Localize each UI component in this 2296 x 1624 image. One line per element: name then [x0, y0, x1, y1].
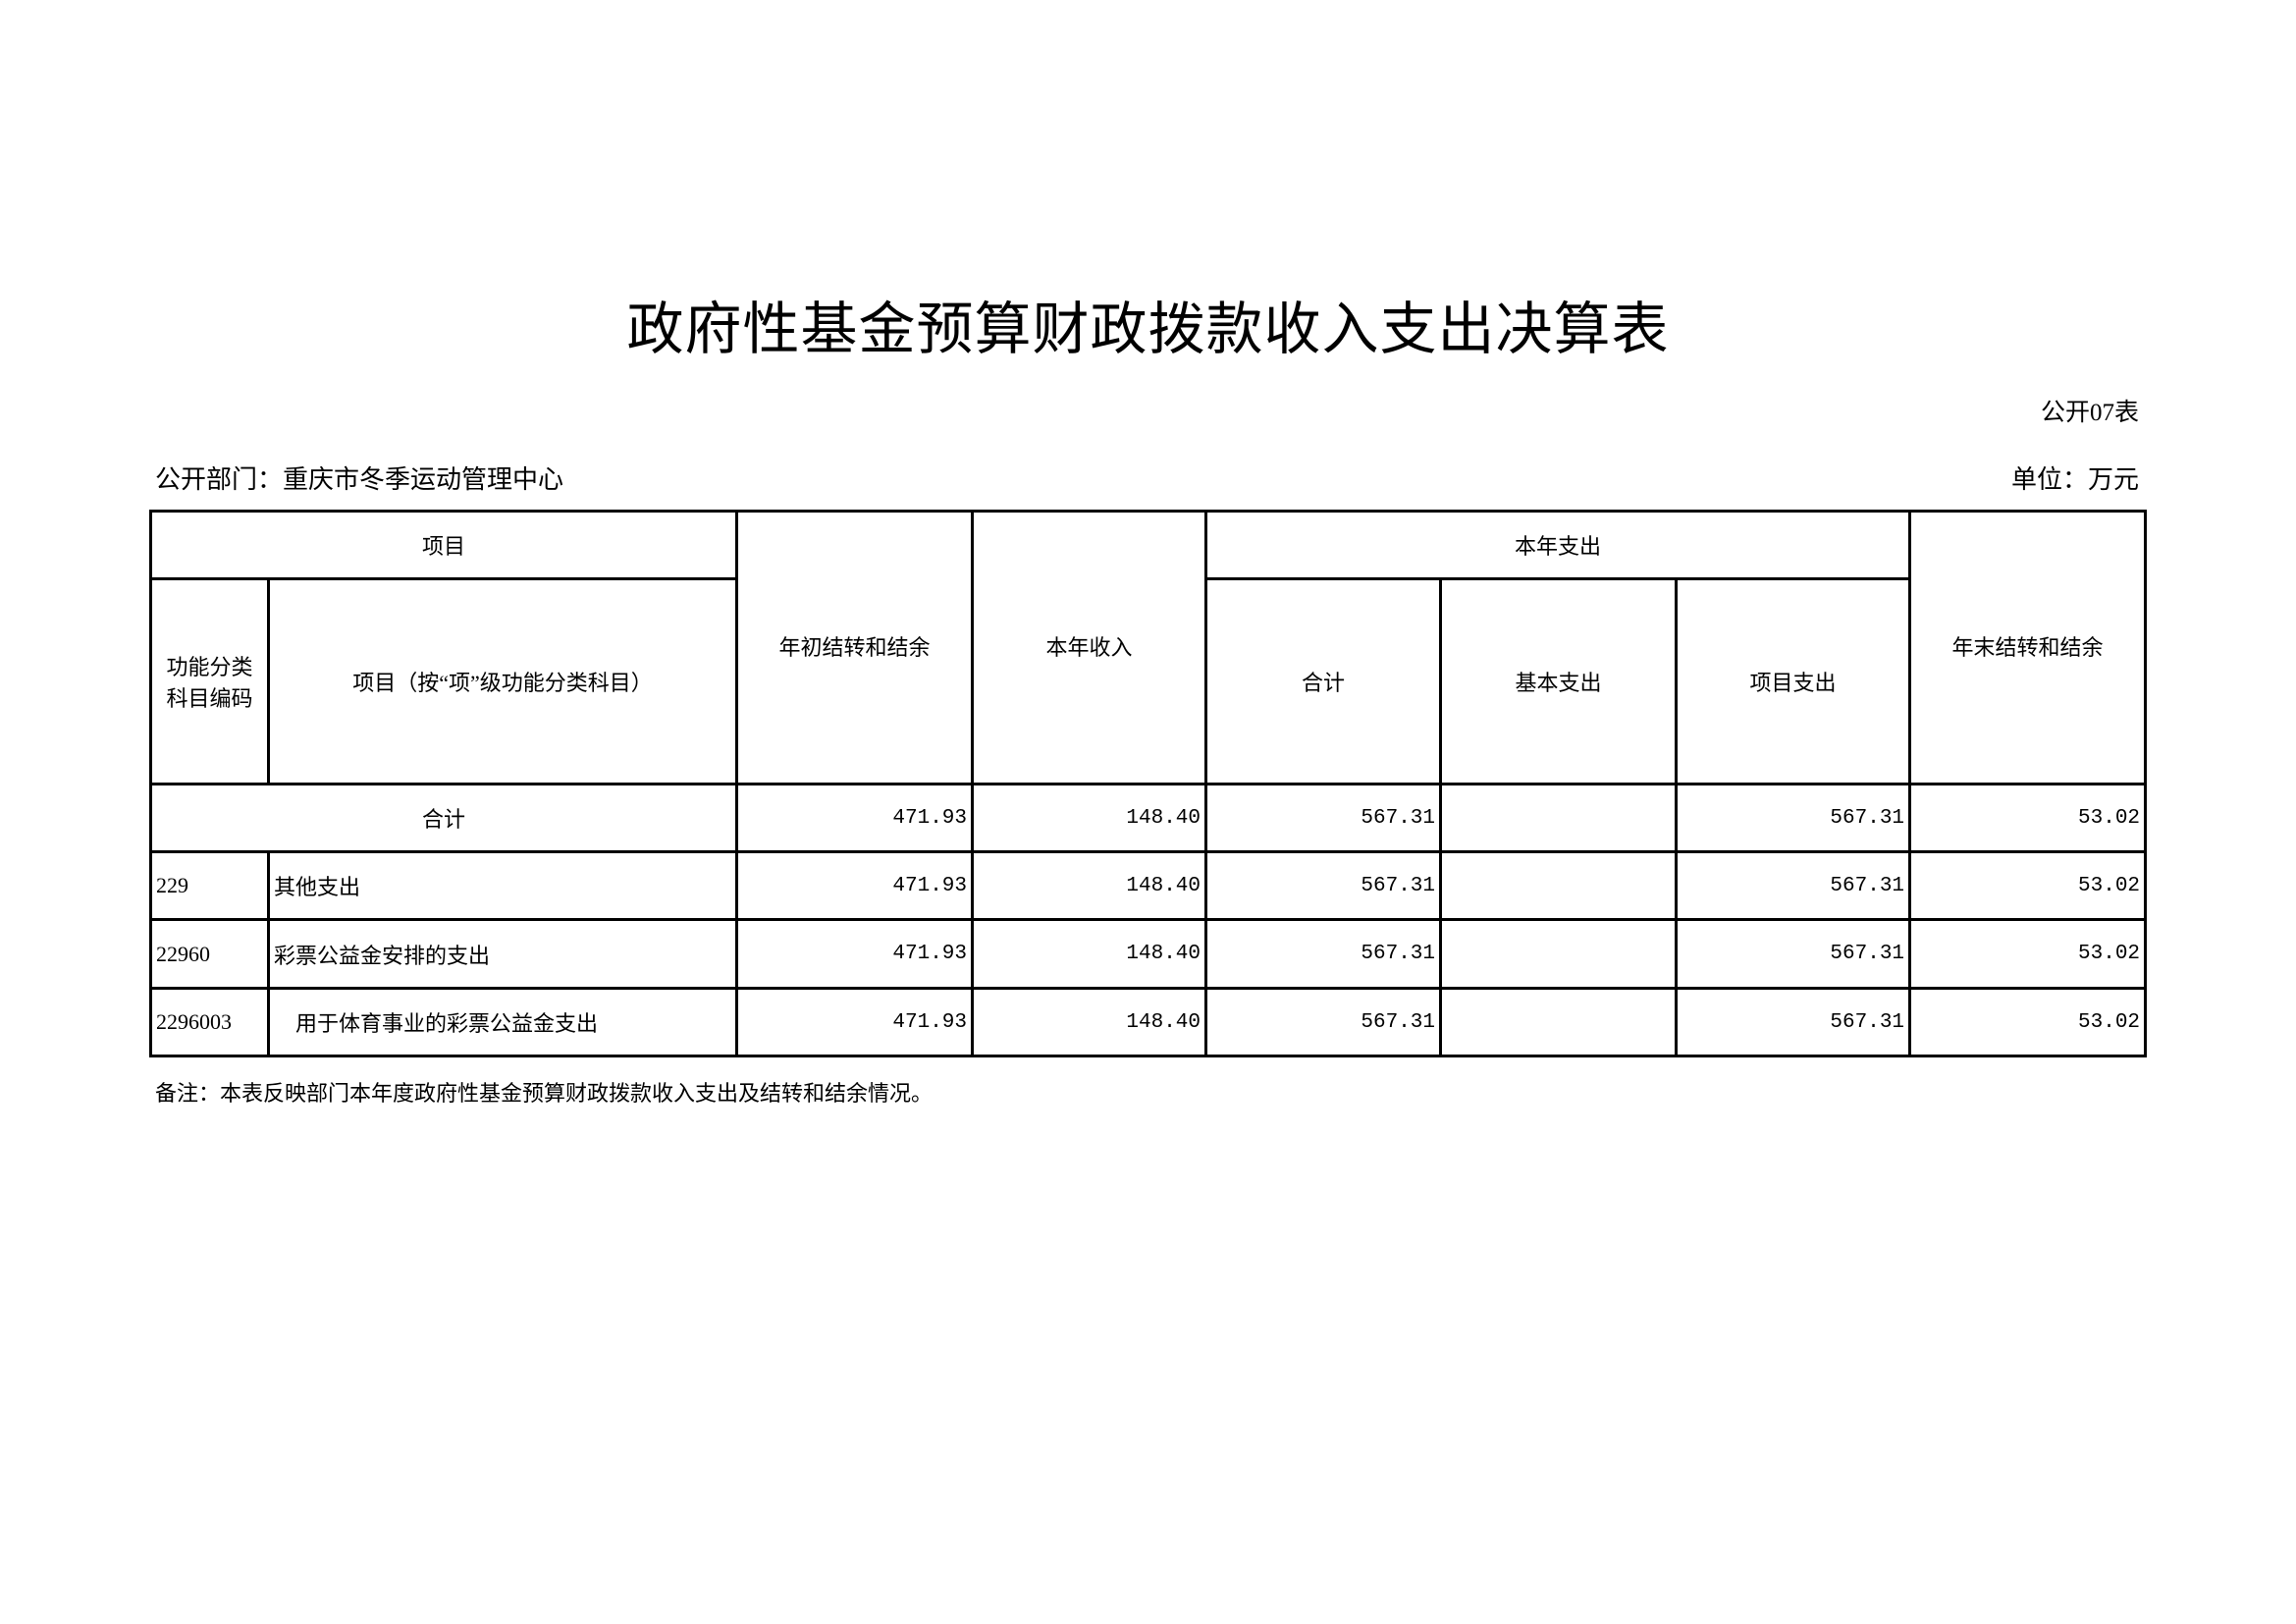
header-item: 项目	[148, 510, 739, 580]
cell-exp-project: 567.31	[1675, 783, 1912, 853]
total-row: 合计 471.93 148.40 567.31 567.31 53.02	[148, 783, 2148, 853]
header-name: 项目（按“项”级功能分类科目）	[266, 577, 739, 785]
cell-code: 2296003	[149, 987, 270, 1057]
cell-exp-total: 567.31	[1204, 850, 1443, 921]
cell-opening: 471.93	[735, 987, 975, 1057]
header-opening-balance: 年初结转和结余	[735, 510, 975, 785]
header-expenditure: 本年支出	[1204, 510, 1912, 580]
footnote: 备注：本表反映部门本年度政府性基金预算财政拨款收入支出及结转和结余情况。	[155, 1081, 934, 1106]
cell-exp-project: 567.31	[1675, 918, 1912, 990]
cell-exp-project: 567.31	[1675, 850, 1912, 921]
total-label: 合计	[148, 783, 739, 853]
cell-opening: 471.93	[735, 918, 975, 990]
header-income: 本年收入	[971, 510, 1208, 785]
table-row: 229 其他支出 471.93 148.40 567.31 567.31 53.…	[149, 850, 2148, 921]
header-code: 功能分类科目编码	[149, 577, 270, 785]
unit-label: 单位：万元	[2010, 465, 2139, 494]
cell-exp-total: 567.31	[1204, 783, 1443, 853]
cell-code: 229	[149, 850, 270, 921]
cell-exp-total: 567.31	[1204, 918, 1443, 990]
budget-table: 项目 年初结转和结余 本年收入 本年支出 年末结转和结余 功能分类科目编码 项目…	[148, 510, 2148, 1057]
cell-closing: 53.02	[1908, 783, 2148, 853]
header-exp-total: 合计	[1204, 577, 1443, 785]
page-title: 政府性基金预算财政拨款收入支出决算表	[626, 296, 1670, 362]
cell-opening: 471.93	[735, 783, 975, 853]
header-closing-balance: 年末结转和结余	[1908, 510, 2148, 785]
cell-closing: 53.02	[1908, 987, 2148, 1057]
cell-income: 148.40	[971, 918, 1208, 990]
cell-exp-project: 567.31	[1675, 987, 1912, 1057]
cell-income: 148.40	[971, 850, 1208, 921]
cell-exp-total: 567.31	[1204, 987, 1443, 1057]
table-row: 22960 彩票公益金安排的支出 471.93 148.40 567.31 56…	[149, 918, 2148, 990]
cell-income: 148.40	[971, 783, 1208, 853]
cell-closing: 53.02	[1908, 850, 2148, 921]
cell-exp-basic	[1439, 987, 1679, 1057]
cell-name: 其他支出	[266, 850, 739, 921]
cell-opening: 471.93	[735, 850, 975, 921]
cell-closing: 53.02	[1908, 918, 2148, 990]
cell-exp-basic	[1439, 783, 1679, 853]
table-number: 公开07表	[2040, 400, 2139, 426]
table-row: 2296003 用于体育事业的彩票公益金支出 471.93 148.40 567…	[149, 987, 2148, 1057]
cell-income: 148.40	[971, 987, 1208, 1057]
department-label: 公开部门：重庆市冬季运动管理中心	[155, 465, 564, 494]
cell-name: 彩票公益金安排的支出	[266, 918, 739, 990]
cell-name: 用于体育事业的彩票公益金支出	[266, 987, 739, 1057]
cell-exp-basic	[1439, 918, 1679, 990]
header-exp-basic: 基本支出	[1439, 577, 1679, 785]
cell-exp-basic	[1439, 850, 1679, 921]
header-exp-project: 项目支出	[1675, 577, 1912, 785]
cell-code: 22960	[149, 918, 270, 990]
